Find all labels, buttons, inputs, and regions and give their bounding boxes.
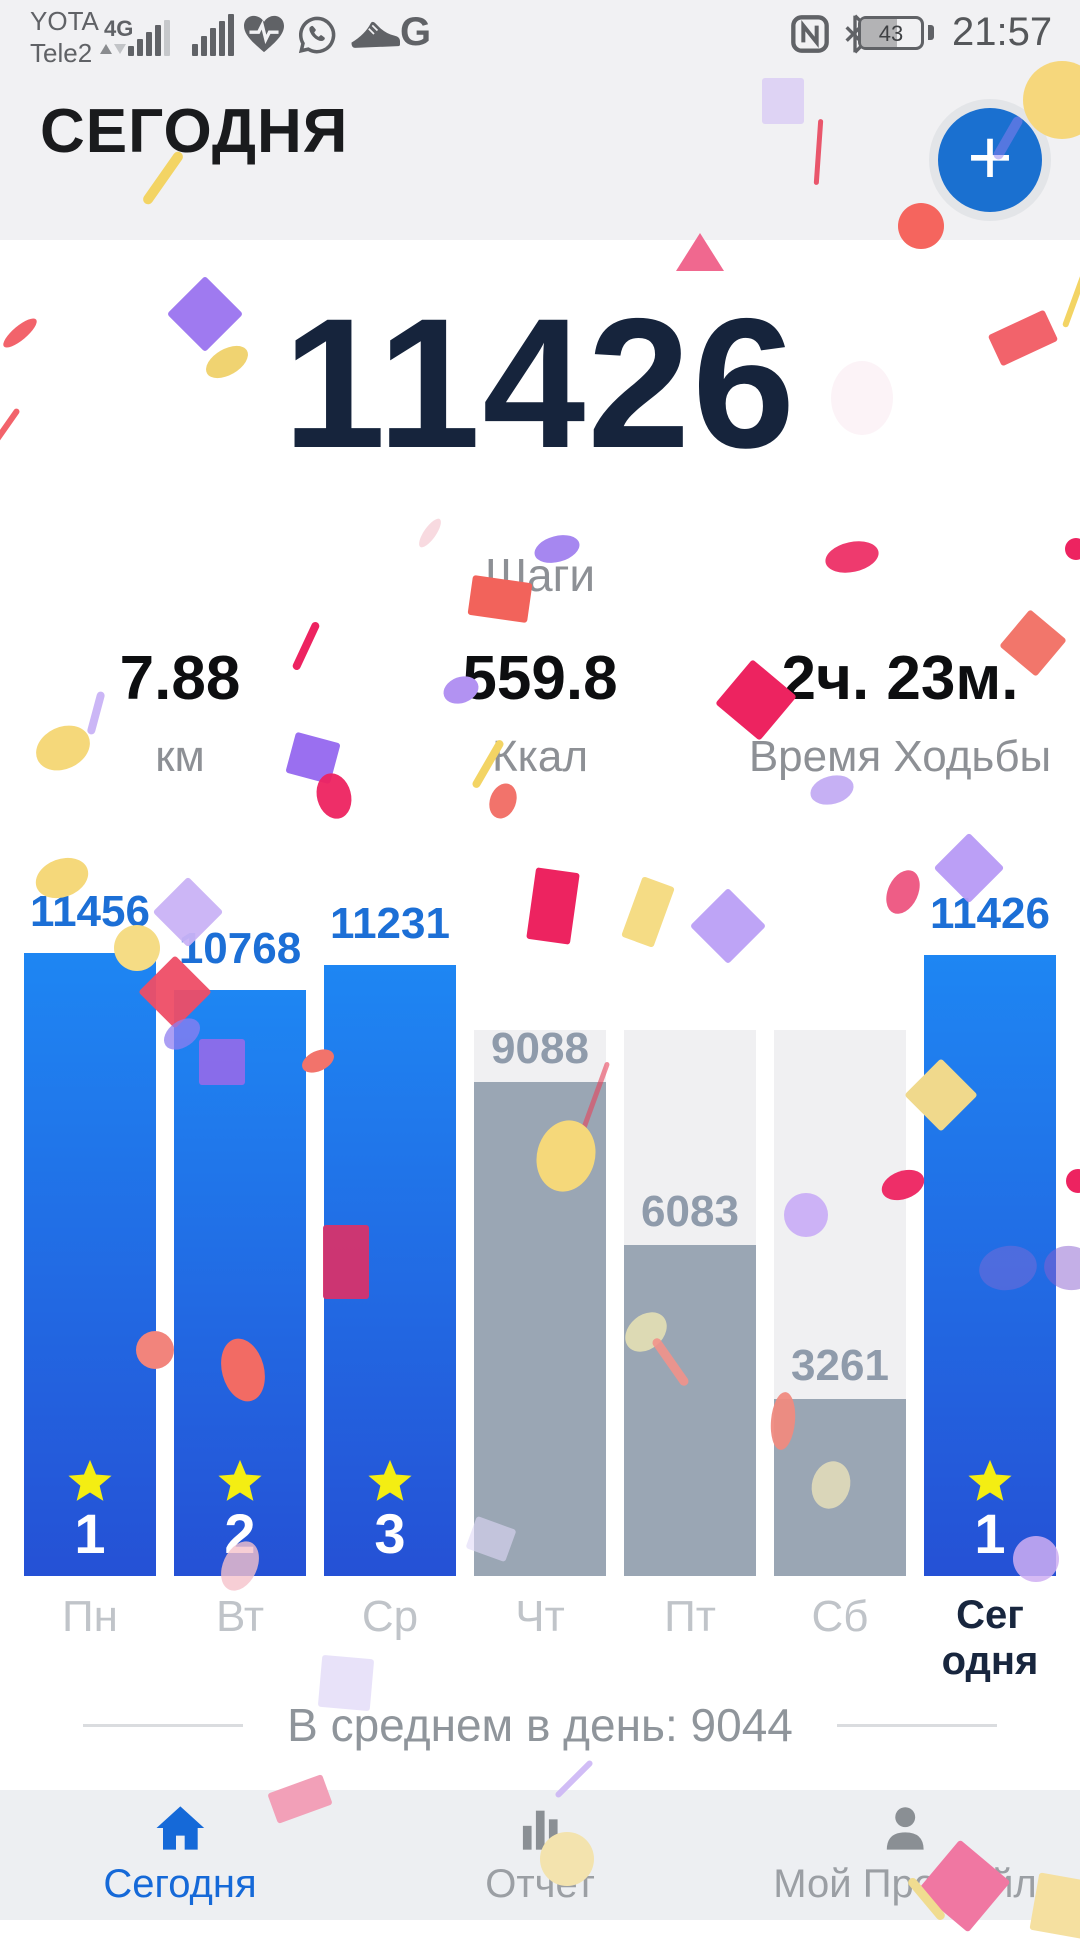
home-icon [156,1806,204,1850]
confetti-piece [526,867,580,945]
battery-nub [928,25,934,40]
star-icon [968,1459,1012,1501]
bar-value-label: 10768 [178,924,302,973]
steps-count: 11426 [282,281,798,487]
profile-icon [886,1807,924,1850]
star-rank: 3 [374,1502,406,1565]
divider-right [836,1723,997,1727]
nav-item-report[interactable]: Отчет [485,1804,595,1907]
clock-time: 21:57 [952,10,1053,54]
chart-bar-Пн[interactable]: 11456 1 [24,887,156,1576]
plus-icon: + [967,112,1013,201]
bar-value-label: 9088 [491,1024,589,1073]
walk-time-label: Время Ходьбы [748,732,1052,781]
battery-percent: 43 [878,21,904,46]
battery-indicator: 43 [858,16,924,50]
add-button[interactable]: + [938,108,1042,212]
nfc-icon [790,14,830,59]
average-row: В среднем в день: 9044 [0,1698,1080,1752]
bottom-navigation: Сегодня Отчет Мой Профайл [0,1790,1080,1920]
bar-fill [474,1082,606,1576]
goal-star-badge: 1 [924,1458,1056,1562]
bar-value-label: 6083 [641,1187,739,1236]
distance-value: 7.88 [119,644,241,713]
chart-bar-Сб[interactable]: 3261 [774,953,906,1576]
weekday-labels-row: Пн Вт Ср Чт Пт Сб Сег одня [24,1576,1056,1684]
steps-label: Шаги [484,549,596,601]
daily-stats-row: 7.88 км 559.8 Ккал 2ч. 23м. Время Ходьбы [0,648,1080,782]
weekday-label-Вт: Вт [215,1592,265,1641]
goal-star-badge: 1 [24,1458,156,1562]
star-rank: 1 [74,1502,106,1565]
chart-bar-Чт[interactable]: 9088 [474,953,606,1576]
data-activity-icon [100,44,126,54]
bar-fill [624,1245,756,1576]
weekday-label-Чт: Чт [515,1592,565,1641]
bar-value-label: 11426 [930,889,1050,938]
network-type-label: 4G [104,16,134,41]
star-icon [368,1459,412,1501]
heart-rate-icon [242,14,286,54]
signal-bars-icon-1 [128,20,170,56]
confetti-piece [484,779,522,823]
google-icon: G [400,10,432,54]
walk-time-value: 2ч. 23м. [781,644,1019,713]
confetti-piece [415,515,445,551]
chart-bar-Ср[interactable]: 11231 3 [324,899,456,1576]
signal-bars-icon-2 [192,14,234,56]
bar-fill [774,1399,906,1576]
chart-bar-Пт[interactable]: 6083 [624,953,756,1576]
weekday-label-Сб: Сб [811,1592,869,1641]
carrier-name-1: YOTA [30,6,99,36]
stat-walk-time: 2ч. 23м. Время Ходьбы [720,648,1080,782]
nav-item-profile[interactable]: Мой Профайл [773,1804,1037,1907]
calories-value: 559.8 [462,644,618,713]
star-icon [68,1459,112,1501]
page-title: СЕГОДНЯ [40,97,349,166]
report-icon [522,1810,558,1850]
whatsapp-icon [296,14,338,56]
confetti-piece [1066,1169,1080,1193]
goal-star-badge: 2 [174,1458,306,1562]
nav-label-report: Отчет [485,1862,595,1906]
star-icon [218,1459,262,1501]
nav-item-today[interactable]: Сегодня [103,1804,257,1907]
stat-distance: 7.88 км [0,648,360,782]
shoe-icon [348,14,400,54]
calories-label: Ккал [492,732,588,781]
header-area: YOTA Tele2 4G G [0,0,1080,240]
weekly-bar-chart: 11456 1 10768 2 11231 3 9088 6083 3261 11426 1 [24,887,1056,1576]
nav-label-profile: Мой Профайл [773,1862,1037,1906]
confetti-piece [621,876,675,948]
nav-label-today: Сегодня [103,1862,257,1906]
average-steps-label: В среднем в день: 9044 [287,1699,793,1751]
weekday-label-Пт: Пт [664,1592,716,1641]
bar-value-label: 3261 [791,1341,889,1390]
carrier-name-2: Tele2 [30,38,93,68]
chart-bar-Вт[interactable]: 10768 2 [174,924,306,1576]
weekday-label-Ср: Ср [361,1592,419,1641]
goal-star-badge: 3 [324,1458,456,1562]
bar-value-label: 11231 [330,899,450,948]
stat-calories: 559.8 Ккал [360,648,720,782]
chart-bar-Сегодня[interactable]: 11426 1 [924,889,1056,1576]
star-rank: 1 [974,1502,1006,1565]
weekday-label-Пн: Пн [62,1592,118,1641]
weekday-label-Сегодня: Сег одня [941,1593,1039,1683]
star-rank: 2 [224,1502,256,1565]
distance-label: км [155,732,205,781]
divider-left [83,1723,244,1727]
bar-value-label: 11456 [30,887,150,936]
